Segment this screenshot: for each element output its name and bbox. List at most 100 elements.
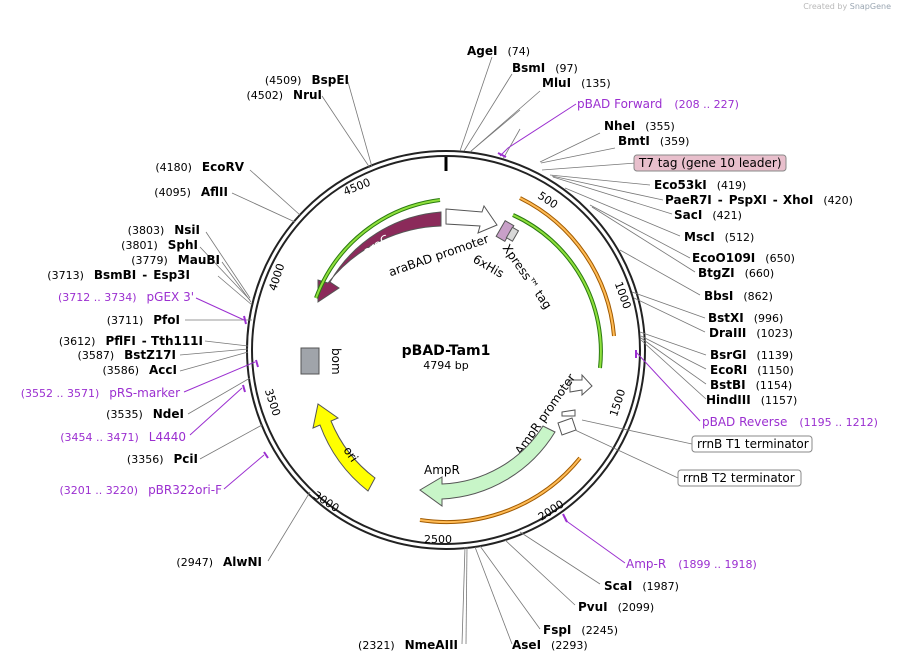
enzyme-position: (419) (717, 179, 747, 192)
araBAD-promoter-feature[interactable] (445, 204, 498, 234)
enzyme-position: (3535) (106, 408, 143, 421)
snapgene-logo: SnapGene (849, 2, 891, 11)
svg-text:(3586)AccI: (3586) AccI (102, 363, 177, 377)
ruler-tick: 4500 (342, 176, 373, 199)
svg-text:FspI(2245): FspI (2245) (543, 623, 618, 637)
right-orange-arrow-inner (519, 197, 615, 337)
enzyme-name: BbsI (704, 289, 733, 303)
svg-text:PvuI(2099): PvuI (2099) (578, 600, 654, 614)
enzyme-name: BstBI (710, 378, 746, 392)
enzyme-position: (3779) (131, 254, 168, 267)
bom-feature[interactable] (300, 347, 320, 375)
enzyme-position: (3356) (127, 453, 164, 466)
enzyme-position: (4502) (246, 89, 283, 102)
svg-text:Amp-R(1899 .. 1918): Amp-R (1899 .. 1918) (626, 557, 757, 571)
enzyme-name: BspEI (311, 73, 349, 87)
enzyme-position: (2947) (176, 556, 213, 569)
enzyme-position: (2099) (618, 601, 655, 614)
enzyme-labels-left: (4509) BspEI (4502) NruI (4180) EcoRV (4095… (47, 73, 458, 652)
rrnB-T2-box (677, 469, 802, 487)
primer-range: (3712 .. 3734) (58, 291, 137, 304)
primer-marks (242, 152, 637, 523)
enzyme-name: AflII (201, 185, 228, 199)
enzyme-position: (4095) (154, 186, 191, 199)
enzyme-name: DraIII (709, 326, 746, 340)
araC-feature[interactable] (317, 211, 442, 303)
enzyme-name: MscI (684, 230, 715, 244)
backbone-outer (246, 150, 646, 550)
enzyme-name: Eco53kI (654, 178, 707, 192)
svg-text:(3587)BstZ17I: (3587) BstZ17I (78, 348, 176, 362)
primer-name: Amp-R (626, 557, 666, 571)
svg-text:(3201 .. 3220)pBR322ori-F: (3201 .. 3220) pBR322ori-F (60, 483, 223, 497)
svg-text:BsmI(97): BsmI (97) (512, 61, 578, 75)
enzyme-name: BstZ17I (124, 348, 176, 362)
enzyme-position: (135) (581, 77, 611, 90)
enzyme-position: (1157) (761, 394, 798, 407)
enzyme-name: AccI (149, 363, 177, 377)
svg-text:MluI(135): MluI (135) (542, 76, 611, 90)
rrnB-T2-feature[interactable] (561, 409, 576, 417)
svg-text:(2321)NmeAIII: (2321) NmeAIII (358, 638, 458, 652)
right-orange-arrow (519, 196, 616, 337)
enzyme-position: (3713) (47, 269, 84, 282)
enzyme-position: (4180) (155, 161, 192, 174)
xpress-feature[interactable] (505, 226, 520, 242)
svg-text:BbsI(862): BbsI (862) (704, 289, 773, 303)
enzyme-name: NruI (293, 88, 322, 102)
enzyme-name: BsmBI (94, 268, 136, 282)
t7-tag-label: T7 tag (gene 10 leader) (638, 156, 782, 170)
ori-feature[interactable] (312, 403, 376, 492)
enzyme-name: PfoI (153, 313, 180, 327)
ruler-tick: 1000 (612, 280, 634, 311)
svg-text:Eco53kI(419): Eco53kI (419) (654, 178, 746, 192)
enzyme-name: MluI (542, 76, 571, 90)
backbone-inner (251, 155, 641, 545)
svg-text:(3535)NdeI: (3535) NdeI (106, 407, 184, 421)
rrnB-T1-feature[interactable] (557, 417, 577, 436)
ampR-feature[interactable] (419, 425, 556, 507)
enzyme-name: MauBI (178, 253, 220, 267)
enzyme-name: SacI (674, 208, 702, 222)
enzyme-name: Esp3I (153, 268, 190, 282)
araC-green-arrow-inner (315, 199, 441, 299)
svg-text:NheI(355): NheI (355) (604, 119, 675, 133)
svg-text:(3552 .. 3571)pRS-marker: (3552 .. 3571) pRS-marker (21, 386, 180, 400)
enzyme-position: (660) (745, 267, 775, 280)
enzyme-position: (862) (743, 290, 773, 303)
enzyme-position: (421) (712, 209, 742, 222)
enzyme-name: HindIII (706, 393, 751, 407)
svg-text:DraIII(1023): DraIII (1023) (709, 326, 793, 340)
svg-text:PaeR7I-PspXI-XhoI(420): PaeR7I - PspXI - XhoI (420) (665, 193, 853, 207)
enzyme-name: PciI (174, 452, 199, 466)
ruler-tick: 1500 (607, 388, 628, 419)
6xHis-label: 6xHis (471, 252, 507, 281)
svg-text:BstBI(1154): BstBI (1154) (710, 378, 792, 392)
primer-name: pGEX 3' (147, 290, 194, 304)
credit-prefix: Created by (803, 2, 848, 11)
enzyme-position: (2293) (551, 639, 588, 652)
primer-name: pBR322ori-F (148, 483, 222, 497)
enzyme-position: (355) (645, 120, 675, 133)
svg-text:pBAD Forward(208 .. 227): pBAD Forward (208 .. 227) (577, 97, 739, 111)
ruler-tick: 3000 (311, 489, 342, 515)
enzyme-position: (420) (823, 194, 853, 207)
svg-text:(3779)MauBI: (3779) MauBI (131, 253, 220, 267)
boxed-feature-labels: T7 tag (gene 10 leader) rrnB T1 terminat… (633, 154, 813, 487)
enzyme-position: (97) (555, 62, 578, 75)
snapgene-credit: Created by SnapGene (803, 2, 891, 11)
ampR-promoter-feature[interactable] (569, 373, 593, 397)
enzyme-name: SphI (168, 238, 198, 252)
svg-text:(4180)EcoRV: (4180) EcoRV (155, 160, 244, 174)
enzyme-name: NheI (604, 119, 635, 133)
right-green-arrow-inner (512, 214, 602, 369)
svg-text:BstXI(996): BstXI (996) (708, 311, 783, 325)
primer-range: (208 .. 227) (674, 98, 739, 111)
enzyme-name: FspI (543, 623, 571, 637)
primer-labels: pBAD Forward (208 .. 227) pBAD Reverse (11… (21, 97, 878, 571)
svg-text:(3612)PflFI-Tth111I: (3612) PflFI - Tth111I (59, 334, 203, 348)
enzyme-position: (3586) (102, 364, 139, 377)
xpress-label: Xpress™ tag (500, 242, 555, 312)
enzyme-position: (1150) (757, 364, 794, 377)
ampR-label: AmpR (424, 463, 460, 477)
